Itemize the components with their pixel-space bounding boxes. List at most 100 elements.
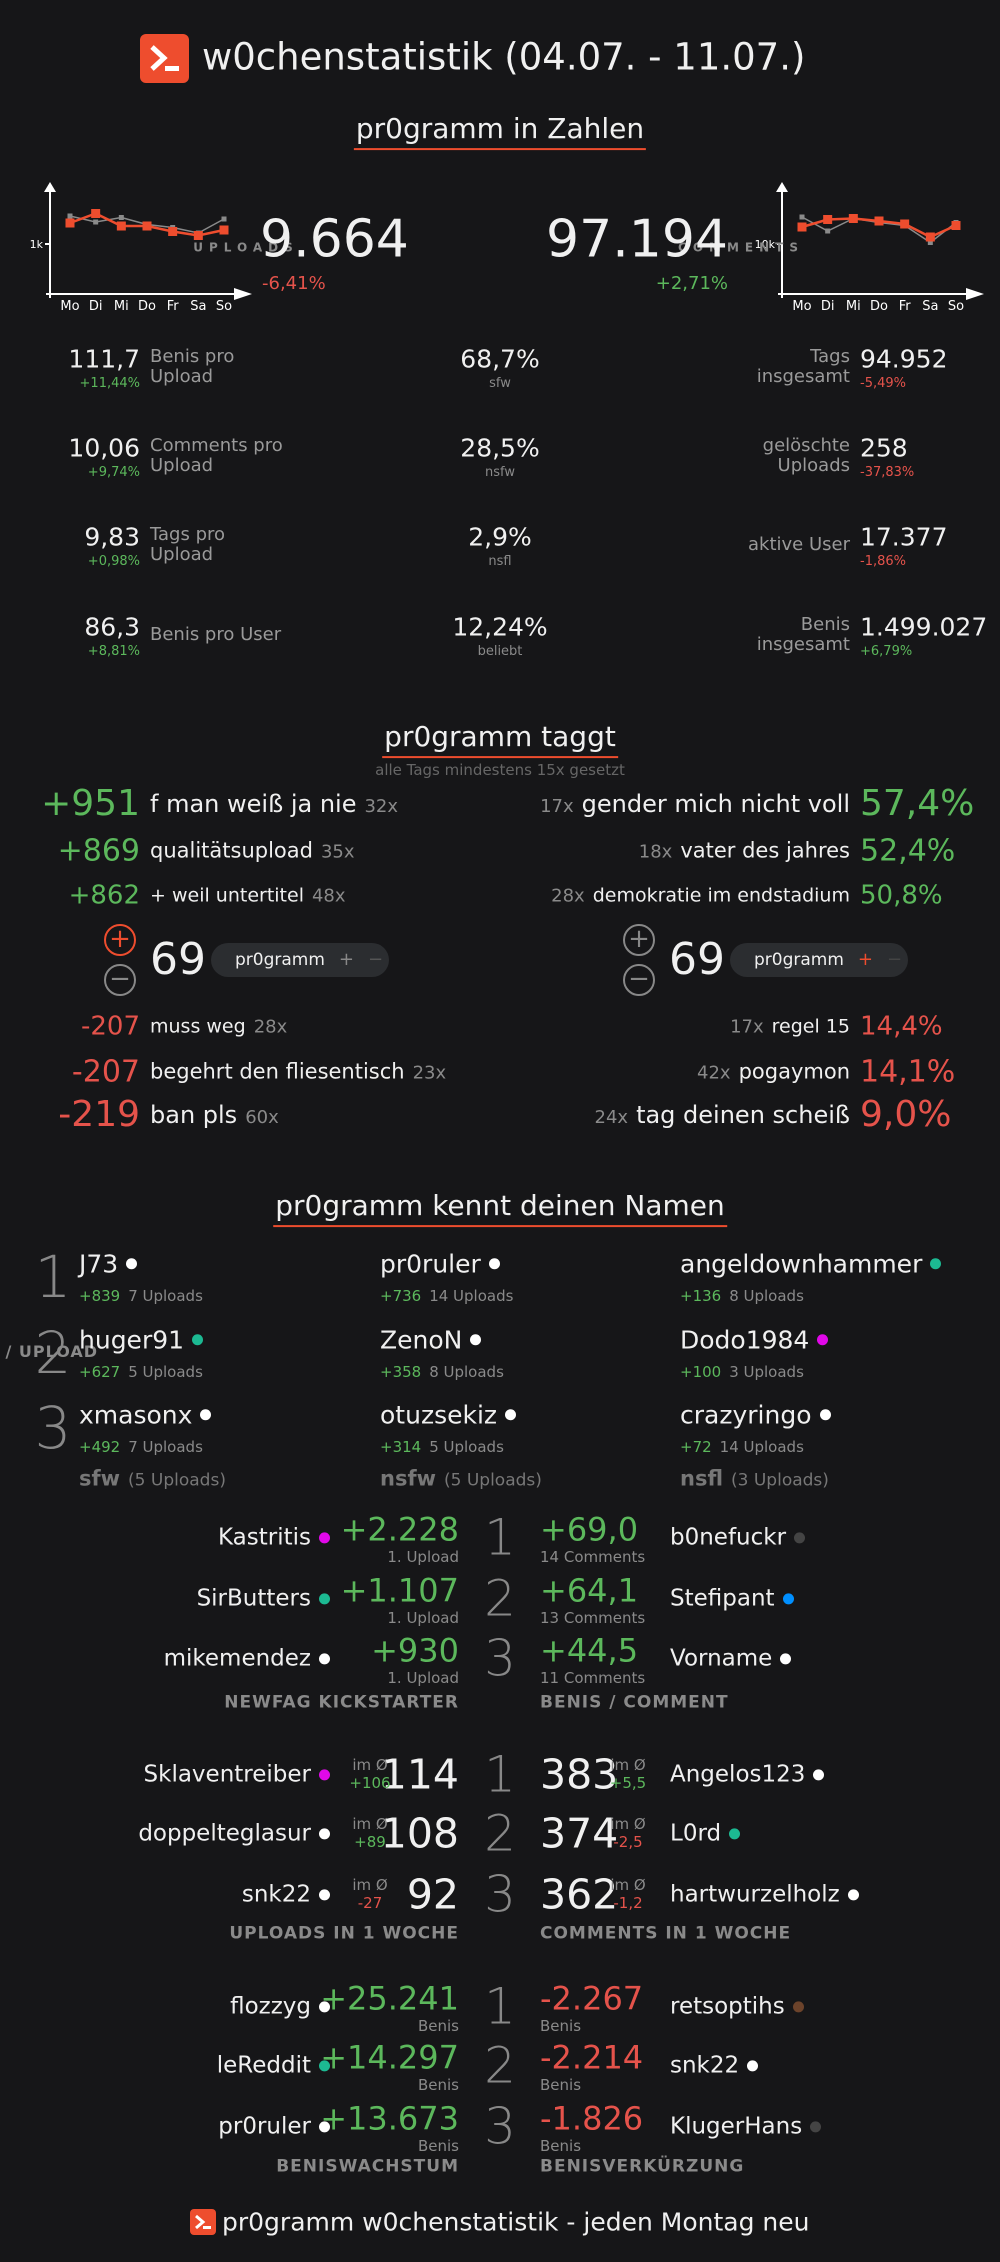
uploads: 7 Uploads (128, 1286, 203, 1305)
user-dot (794, 1532, 806, 1544)
axis-arrow (966, 288, 984, 300)
tag-score: -219 (58, 1094, 140, 1136)
user-name: SirButters (196, 1585, 311, 1612)
tag-share: 14,1% (860, 1054, 956, 1090)
vote-button: + (104, 924, 136, 956)
stat-change: +9,74% (87, 464, 140, 480)
user: flozzyg (230, 1994, 330, 2019)
rank: 2 (484, 2036, 516, 2095)
x-tick-label: So (948, 299, 964, 314)
rank-value: +14.297 (320, 2038, 459, 2077)
user: crazyringo (680, 1401, 831, 1429)
vote-button: + (623, 924, 655, 956)
footer-logo (190, 2209, 216, 2235)
category: nsfl (680, 1466, 724, 1491)
rank-value: -1.826 (540, 2099, 644, 2138)
tag-count: 28x (551, 885, 585, 907)
block-label: UPLOADS IN 1 WOCHE (229, 1923, 459, 1944)
user-dot (470, 1334, 482, 1346)
series-marker (825, 228, 831, 234)
stat-label: Tags insgesamt (756, 346, 850, 387)
avg-value: -27 (357, 1893, 383, 1912)
user: Stefipant (670, 1586, 794, 1611)
avg-note: im Ø (352, 1814, 388, 1833)
user: J73 (79, 1250, 138, 1278)
tag-entry: 18x vater des jahres (639, 839, 850, 862)
tag-entry: ban pls 60x (150, 1101, 279, 1128)
stat-value: 68,7% (460, 344, 540, 374)
stat-value: 86,3 (84, 612, 140, 642)
user-stats: +314 5 Uploads (380, 1439, 504, 1456)
tag-entry: 42x pogaymon (697, 1060, 850, 1083)
user-stats: +72 14 Uploads (680, 1439, 804, 1456)
user-name: pr0ruler (218, 2113, 311, 2140)
stat-label: gelöschte Uploads (762, 435, 850, 476)
tag-entry: 17x gender mich nicht voll (540, 790, 850, 817)
uploads: 8 Uploads (429, 1362, 504, 1381)
category-note: (5 Uploads) (128, 1470, 226, 1491)
rank-sub: 13 Comments (540, 1608, 646, 1627)
user-dot (200, 1409, 212, 1421)
column-label: nsfw (5 Uploads) (380, 1467, 542, 1490)
series-marker (219, 225, 229, 235)
rank: 2 (484, 1804, 516, 1863)
avg-note: im Ø (352, 1875, 388, 1894)
tag-entry: 17x regel 15 (730, 1016, 850, 1038)
tag-count: 42x (697, 1062, 731, 1084)
tag-name: f man weiß ja nie (150, 789, 357, 818)
series-marker (900, 219, 910, 229)
tag-name: + weil untertitel (150, 884, 304, 907)
uploads: 8 Uploads (729, 1286, 804, 1305)
category: sfw (79, 1466, 121, 1491)
vote-button: − (623, 964, 655, 996)
user-stats: +736 14 Uploads (380, 1288, 513, 1305)
tag-vote: − (887, 949, 903, 971)
tag-name: qualitätsupload (150, 838, 313, 863)
x-tick-label: Mi (114, 299, 129, 314)
user-name: angeldownhammer (680, 1249, 923, 1279)
user: Dodo1984 (680, 1326, 829, 1354)
tag-score: -207 (71, 1054, 140, 1090)
rank: 3 (34, 1394, 72, 1463)
user: Sklaventreiber (144, 1762, 330, 1787)
user-dot (319, 1593, 330, 1605)
section-title: pr0gramm taggt (382, 721, 618, 758)
user-stats: +492 7 Uploads (79, 1439, 203, 1456)
benis: +839 (79, 1286, 121, 1305)
avg-value: +106 (349, 1773, 391, 1792)
rank-sub: 14 Comments (540, 1547, 646, 1566)
avg-note: im Ø (610, 1755, 646, 1774)
block-label: BENISVERKÜRZUNG (540, 2156, 745, 2177)
tag-count: 28x (253, 1016, 288, 1038)
user-dot (319, 1769, 330, 1781)
rank-value: +25.241 (320, 1979, 459, 2018)
block-label: COMMENTS IN 1 WOCHE (540, 1923, 792, 1944)
user-name: retsoptihs (670, 1993, 785, 2020)
series-marker (93, 219, 99, 225)
axis-label: BENIS / UPLOAD (0, 1342, 99, 1362)
rank: 1 (484, 1745, 516, 1804)
series-marker (67, 213, 73, 219)
page-title: w0chenstatistik (04.07. - 11.07.) (202, 35, 806, 79)
tag-pill: pr0gramm + − (211, 943, 389, 977)
rank: 2 (34, 1319, 72, 1388)
tag-entry: qualitätsupload 35x (150, 839, 355, 862)
stat-label: aktive User (748, 534, 850, 556)
user-name: L0rd (670, 1820, 722, 1847)
tag-name: muss weg (150, 1015, 246, 1038)
series-marker (799, 214, 805, 220)
tag-share: 52,4% (860, 833, 956, 869)
benis: +314 (380, 1437, 422, 1456)
rank-sub: Benis (540, 2136, 582, 2155)
user-stats: +358 8 Uploads (380, 1364, 504, 1381)
block-label: BENIS / COMMENT (540, 1692, 729, 1713)
series-marker (65, 218, 75, 228)
user: pr0ruler (218, 2114, 330, 2139)
user-name: Kastritis (217, 1524, 311, 1551)
series-marker (91, 209, 101, 218)
user: Vorname (670, 1646, 792, 1671)
rank-value: 362 (540, 1870, 619, 1919)
tag-score: 69 (150, 933, 206, 985)
stat-change: +8,81% (87, 643, 140, 659)
